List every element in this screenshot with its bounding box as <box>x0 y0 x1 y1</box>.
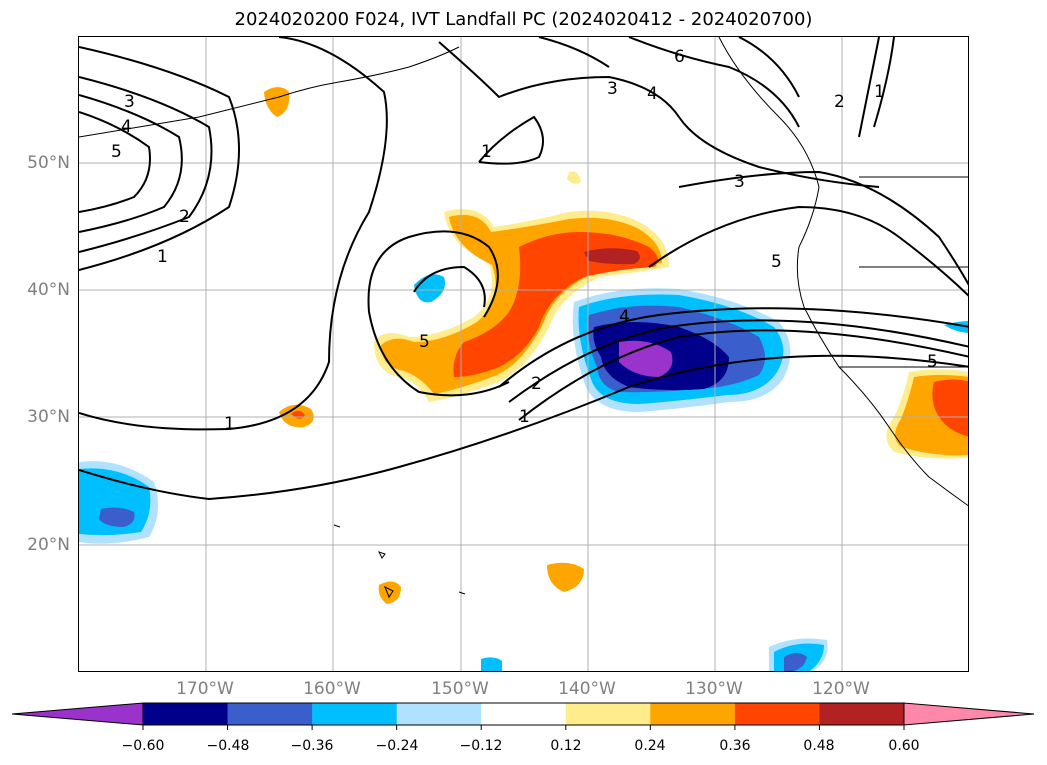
colorbar-segment <box>734 703 820 725</box>
cbar-tick-label: 0.24 <box>634 738 666 754</box>
contour-label: 2 <box>834 92 845 112</box>
cbar-tick-label: −0.60 <box>121 738 165 754</box>
colorbar-extend-low <box>12 703 143 725</box>
lat-label-20n: 20°N <box>27 535 70 555</box>
cbar-tick-label: −0.12 <box>459 738 503 754</box>
contour-label: 3 <box>124 92 135 112</box>
colorbar-segment <box>565 703 651 725</box>
graticule <box>79 37 968 671</box>
contour-label: 1 <box>224 414 235 434</box>
lon-label-150w: 150°W <box>431 679 489 699</box>
lon-label-120w: 120°W <box>812 679 870 699</box>
colorbar-segment <box>143 703 229 725</box>
plot-title: 2024020200 F024, IVT Landfall PC (202402… <box>234 9 813 30</box>
colorbar-segment <box>227 703 313 725</box>
contour-label: 2 <box>179 207 190 227</box>
coastlines <box>79 37 968 599</box>
contour-label: 4 <box>647 84 658 104</box>
contour-label: 5 <box>771 252 782 272</box>
contour-lines <box>79 37 968 501</box>
map-canvas: 1 1 2 1 2 3 4 5 1 3 4 6 3 5 5 4 2 1 5 <box>79 37 968 671</box>
colorbar-ticks <box>142 725 905 730</box>
lat-label-30n: 30°N <box>27 407 70 427</box>
lat-label-50n: 50°N <box>27 153 70 173</box>
contour-label: 5 <box>927 352 938 372</box>
colorbar-segment <box>650 703 736 725</box>
colorbar-segment <box>312 703 398 725</box>
contour-label: 5 <box>419 332 430 352</box>
cbar-tick-label: −0.24 <box>375 738 419 754</box>
contour-label: 1 <box>519 407 530 427</box>
contour-label: 3 <box>607 79 618 99</box>
contour-label: 5 <box>111 142 122 162</box>
shading-layer <box>79 87 968 671</box>
colorbar-segment <box>396 703 482 725</box>
contour-label: 4 <box>619 307 630 327</box>
contour-label: 1 <box>874 82 885 102</box>
contour-labels: 1 1 2 1 2 3 4 5 1 3 4 6 3 5 5 4 2 1 5 <box>111 47 938 434</box>
cbar-tick-label: 0.60 <box>888 738 920 754</box>
cbar-tick-label: 0.48 <box>803 738 835 754</box>
contour-label: 2 <box>531 374 542 394</box>
colorbar-segments <box>12 703 1034 725</box>
contour-label: 4 <box>121 117 132 137</box>
contour-label: 6 <box>674 47 685 67</box>
lon-label-170w: 170°W <box>176 679 234 699</box>
lon-label-140w: 140°W <box>558 679 616 699</box>
colorbar <box>11 702 1035 730</box>
lon-label-160w: 160°W <box>303 679 361 699</box>
lat-label-40n: 40°N <box>27 280 70 300</box>
lon-label-130w: 130°W <box>685 679 743 699</box>
colorbar-segment <box>481 703 567 725</box>
cbar-tick-label: 0.12 <box>550 738 582 754</box>
cbar-tick-label: 0.36 <box>719 738 751 754</box>
cbar-tick-label: −0.48 <box>206 738 250 754</box>
colorbar-extend-high <box>904 703 1034 725</box>
contour-label: 3 <box>734 172 745 192</box>
contour-label: 1 <box>481 142 492 162</box>
cbar-tick-label: −0.36 <box>290 738 334 754</box>
map-panel: 1 1 2 1 2 3 4 5 1 3 4 6 3 5 5 4 2 1 5 <box>78 36 969 672</box>
colorbar-segment <box>819 703 905 725</box>
contour-label: 1 <box>157 247 168 267</box>
